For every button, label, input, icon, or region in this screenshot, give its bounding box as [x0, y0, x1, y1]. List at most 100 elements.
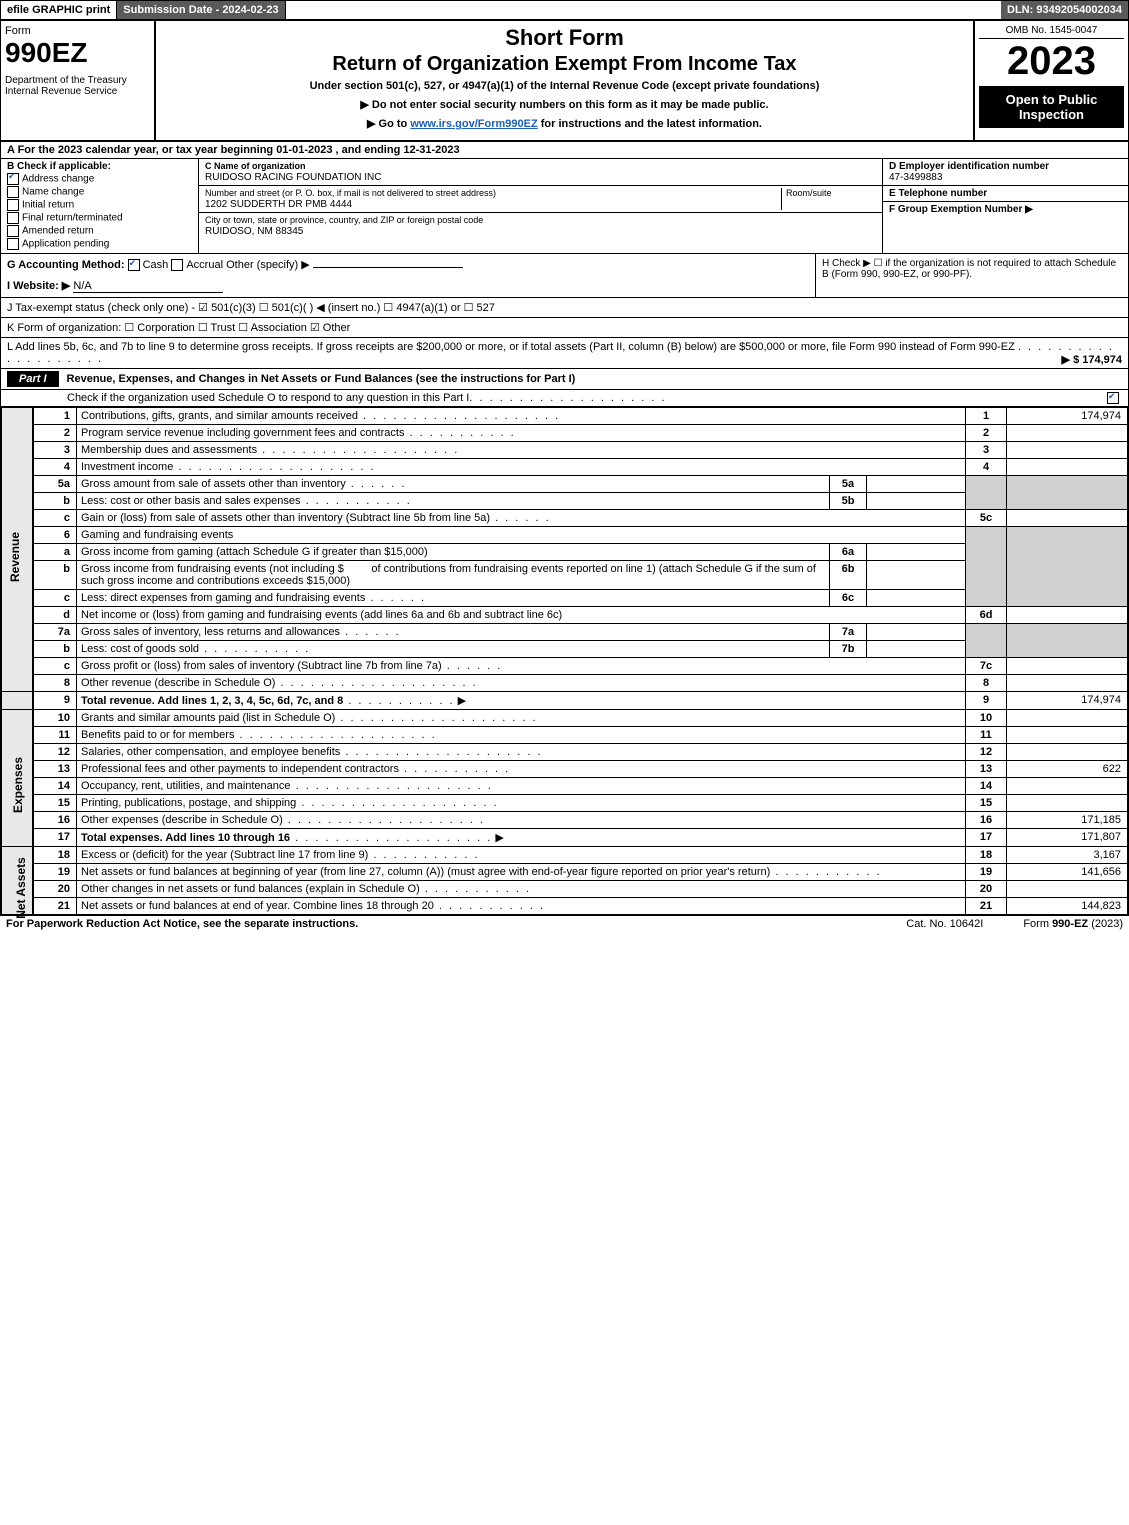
- val-7c: [1007, 658, 1128, 675]
- footer-right-post: (2023): [1088, 918, 1123, 930]
- submission-date: Submission Date - 2024-02-23: [117, 1, 285, 19]
- box-14: 14: [966, 778, 1007, 795]
- minival-6c: [867, 590, 966, 607]
- footer: For Paperwork Reduction Act Notice, see …: [0, 916, 1129, 932]
- ln-14: 14: [33, 778, 77, 795]
- desc-6d: Net income or (loss) from gaming and fun…: [81, 609, 562, 621]
- other-specify-line: [313, 267, 463, 268]
- box-7ab-grey: [966, 624, 1007, 658]
- desc-7a: Gross sales of inventory, less returns a…: [81, 626, 340, 638]
- g-label: G Accounting Method:: [7, 259, 125, 271]
- box-16: 16: [966, 812, 1007, 829]
- sidebar-expenses-label: Expenses: [11, 757, 25, 813]
- row-l-text: L Add lines 5b, 6c, and 7b to line 9 to …: [7, 341, 1015, 353]
- ln-7b: b: [33, 641, 77, 658]
- desc-10: Grants and similar amounts paid (list in…: [81, 712, 335, 724]
- desc-6b-pre: Gross income from fundraising events (no…: [81, 563, 344, 575]
- val-10: [1007, 710, 1128, 727]
- ln-1: 1: [33, 408, 77, 425]
- chk-application-pending[interactable]: Application pending: [7, 238, 192, 250]
- header: Form 990EZ Department of the Treasury In…: [1, 21, 1128, 142]
- b-header: B Check if applicable:: [7, 161, 192, 172]
- website-value: N/A: [73, 280, 223, 293]
- mini-6b: 6b: [830, 561, 867, 590]
- box-6d: 6d: [966, 607, 1007, 624]
- form-number: 990EZ: [5, 37, 150, 69]
- row-h-scheduleb: H Check ▶ ☐ if the organization is not r…: [815, 254, 1128, 297]
- val-20: [1007, 881, 1128, 898]
- minival-7b: [867, 641, 966, 658]
- footer-left: For Paperwork Reduction Act Notice, see …: [6, 918, 906, 930]
- ln-16: 16: [33, 812, 77, 829]
- ln-8: 8: [33, 675, 77, 692]
- chk-accrual[interactable]: [171, 259, 183, 271]
- row-g-accounting: G Accounting Method: Cash Accrual Other …: [7, 258, 809, 271]
- goto-notice: ▶ Go to www.irs.gov/Form990EZ for instru…: [160, 117, 969, 130]
- val-6d: [1007, 607, 1128, 624]
- desc-7c: Gross profit or (loss) from sales of inv…: [81, 660, 442, 672]
- chk-address-change[interactable]: Address change: [7, 173, 192, 185]
- ln-7a: 7a: [33, 624, 77, 641]
- ln-21: 21: [33, 898, 77, 915]
- chk-initial-label: Initial return: [22, 200, 74, 211]
- ln-20: 20: [33, 881, 77, 898]
- box-19: 19: [966, 864, 1007, 881]
- ln-3: 3: [33, 442, 77, 459]
- ln-4: 4: [33, 459, 77, 476]
- chk-name-change[interactable]: Name change: [7, 186, 192, 198]
- efile-print-button[interactable]: efile GRAPHIC print: [1, 1, 117, 19]
- part-i-header: Part I Revenue, Expenses, and Changes in…: [1, 369, 1128, 390]
- box-17: 17: [966, 829, 1007, 847]
- chk-amended-return[interactable]: Amended return: [7, 225, 192, 237]
- sidebar-expenses: Expenses: [2, 710, 34, 847]
- val-16: 171,185: [1007, 812, 1128, 829]
- c-room-label: Room/suite: [786, 188, 832, 198]
- minival-5b: [867, 493, 966, 510]
- box-9: 9: [966, 692, 1007, 710]
- check-o-text: Check if the organization used Schedule …: [67, 392, 469, 404]
- minival-6a: [867, 544, 966, 561]
- goto-pre: ▶ Go to: [367, 118, 410, 130]
- dln-label: DLN: 93492054002034: [1001, 1, 1128, 19]
- box-6-grey: [966, 527, 1007, 607]
- chk-address-label: Address change: [22, 174, 94, 185]
- part-i-table: Revenue 1 Contributions, gifts, grants, …: [1, 407, 1128, 915]
- desc-3: Membership dues and assessments: [81, 444, 257, 456]
- desc-12: Salaries, other compensation, and employ…: [81, 746, 340, 758]
- val-3: [1007, 442, 1128, 459]
- ln-18: 18: [33, 847, 77, 864]
- box-12: 12: [966, 744, 1007, 761]
- chk-initial-return[interactable]: Initial return: [7, 199, 192, 211]
- ln-2: 2: [33, 425, 77, 442]
- sidebar-netassets: Net Assets: [2, 847, 34, 915]
- column-b-checkboxes: B Check if applicable: Address change Na…: [1, 159, 199, 253]
- ln-5a: 5a: [33, 476, 77, 493]
- desc-5c: Gain or (loss) from sale of assets other…: [81, 512, 490, 524]
- desc-6: Gaming and fundraising events: [81, 529, 233, 541]
- val-11: [1007, 727, 1128, 744]
- chk-cash[interactable]: [128, 259, 140, 271]
- val-17: 171,807: [1007, 829, 1128, 847]
- form-container: efile GRAPHIC print Submission Date - 20…: [0, 0, 1129, 916]
- ln-6d: d: [33, 607, 77, 624]
- under-section-text: Under section 501(c), 527, or 4947(a)(1)…: [160, 80, 969, 92]
- ln-6c: c: [33, 590, 77, 607]
- sidebar-netassets-label: Net Assets: [14, 857, 28, 919]
- c-street-label: Number and street (or P. O. box, if mail…: [205, 188, 496, 198]
- ln-9: 9: [33, 692, 77, 710]
- open-inspection-badge: Open to Public Inspection: [979, 86, 1124, 128]
- desc-14: Occupancy, rent, utilities, and maintena…: [81, 780, 291, 792]
- desc-15: Printing, publications, postage, and shi…: [81, 797, 296, 809]
- check-o-box[interactable]: [1107, 392, 1119, 404]
- desc-1: Contributions, gifts, grants, and simila…: [81, 410, 358, 422]
- chk-final-return[interactable]: Final return/terminated: [7, 212, 192, 224]
- val-9: 174,974: [1007, 692, 1128, 710]
- footer-right-pre: Form: [1023, 918, 1052, 930]
- val-18: 3,167: [1007, 847, 1128, 864]
- sidebar-rev-end: [2, 692, 34, 710]
- box-1: 1: [966, 408, 1007, 425]
- part-i-check-o: Check if the organization used Schedule …: [1, 390, 1128, 407]
- val-5c: [1007, 510, 1128, 527]
- box-5ab-grey: [966, 476, 1007, 510]
- irs-link[interactable]: www.irs.gov/Form990EZ: [410, 118, 537, 130]
